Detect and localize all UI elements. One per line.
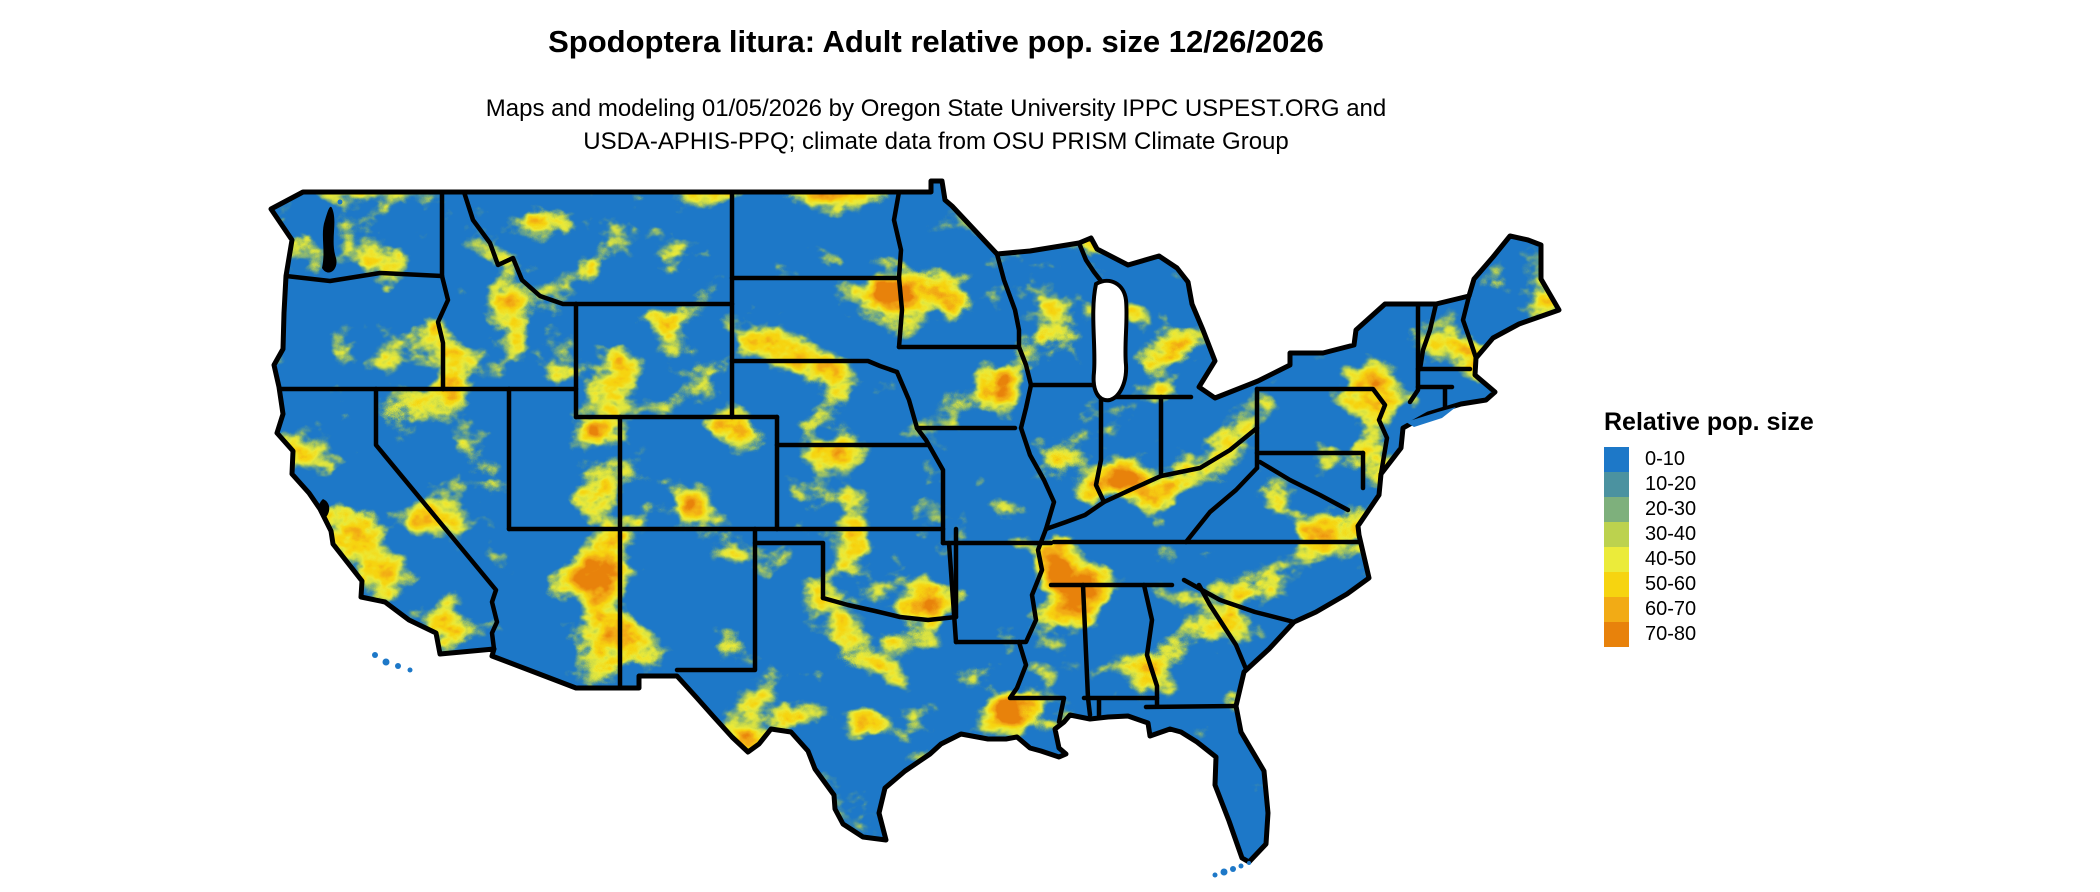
legend-label: 0-10 — [1645, 448, 1686, 470]
legend-item: 70-80 — [1604, 622, 1864, 647]
legend-swatch — [1604, 547, 1629, 572]
legend-swatch — [1604, 622, 1629, 647]
legend-label: 50-60 — [1645, 573, 1697, 595]
us-map-svg — [180, 150, 1590, 878]
legend-swatch — [1604, 522, 1629, 547]
us-map — [180, 150, 1590, 892]
legend-swatch — [1604, 472, 1629, 497]
population-raster — [271, 181, 1559, 862]
channel-island — [395, 663, 401, 669]
legend-item: 20-30 — [1604, 497, 1864, 522]
page-title: Spodoptera litura: Adult relative pop. s… — [548, 24, 1324, 59]
florida-key — [1212, 872, 1218, 878]
san-juan-island — [337, 199, 343, 205]
florida-key — [1247, 861, 1251, 865]
legend-label: 40-50 — [1645, 548, 1697, 570]
legend-item: 60-70 — [1604, 597, 1864, 622]
legend-label: 70-80 — [1645, 623, 1697, 645]
florida-key — [1238, 863, 1244, 869]
islands — [337, 199, 1456, 878]
legend-item: 10-20 — [1604, 472, 1864, 497]
long-island — [1406, 407, 1456, 427]
legend-item: 40-50 — [1604, 547, 1864, 572]
channel-island — [372, 652, 378, 658]
legend-label: 10-20 — [1645, 473, 1697, 495]
subtitle-line-2: USDA-APHIS-PPQ; climate data from OSU PR… — [583, 128, 1289, 155]
bays — [318, 206, 337, 518]
legend-label: 30-40 — [1645, 523, 1697, 545]
legend-label: 60-70 — [1645, 598, 1697, 620]
florida-key — [1230, 866, 1236, 872]
legend-swatch — [1604, 572, 1629, 597]
legend-swatch — [1604, 447, 1629, 472]
subtitle: Maps and modeling 01/05/2026 by Oregon S… — [0, 92, 1872, 158]
legend: Relative pop. size 0-10 10-20 20-30 30-4… — [1604, 408, 1864, 647]
san-francisco-bay — [318, 499, 330, 518]
legend-swatch — [1604, 597, 1629, 622]
florida-key — [1220, 868, 1228, 876]
legend-title: Relative pop. size — [1604, 408, 1814, 436]
great-lakes — [1091, 278, 1129, 403]
legend-swatch — [1604, 497, 1629, 522]
legend-item: 50-60 — [1604, 572, 1864, 597]
channel-island — [407, 667, 413, 673]
state-borders — [276, 189, 1479, 725]
legend-item: 30-40 — [1604, 522, 1864, 547]
legend-item: 0-10 — [1604, 447, 1864, 472]
subtitle-line-1: Maps and modeling 01/05/2026 by Oregon S… — [485, 95, 1387, 122]
legend-label: 20-30 — [1645, 498, 1697, 520]
lake-michigan — [1091, 278, 1129, 403]
channel-island — [382, 658, 390, 666]
puget-sound — [322, 206, 337, 273]
